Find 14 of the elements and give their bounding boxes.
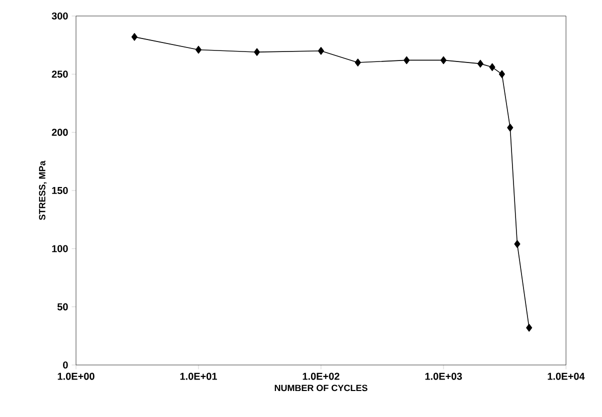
y-tick-label: 300 [52, 12, 68, 20]
y-tick-label: 50 [57, 303, 68, 310]
x-tick-label: 1.0E+02 [302, 372, 340, 380]
x-tick-label: 1.0E+04 [548, 372, 585, 380]
y-tick-label: 0 [63, 361, 68, 369]
x-tick-label: 1.0E+01 [180, 372, 217, 380]
y-tick-label: 250 [52, 70, 68, 78]
y-tick-label: 150 [52, 186, 68, 194]
y-tick-label: 100 [52, 245, 68, 252]
y-axis-title: STRESS, MPa [38, 160, 47, 220]
x-tick-label: 1.0E+00 [58, 372, 94, 380]
y-tick-label: 200 [52, 128, 68, 136]
x-axis-title: NUMBER OF CYCLES [274, 384, 368, 392]
x-tick-label: 1.0E+03 [425, 372, 462, 380]
